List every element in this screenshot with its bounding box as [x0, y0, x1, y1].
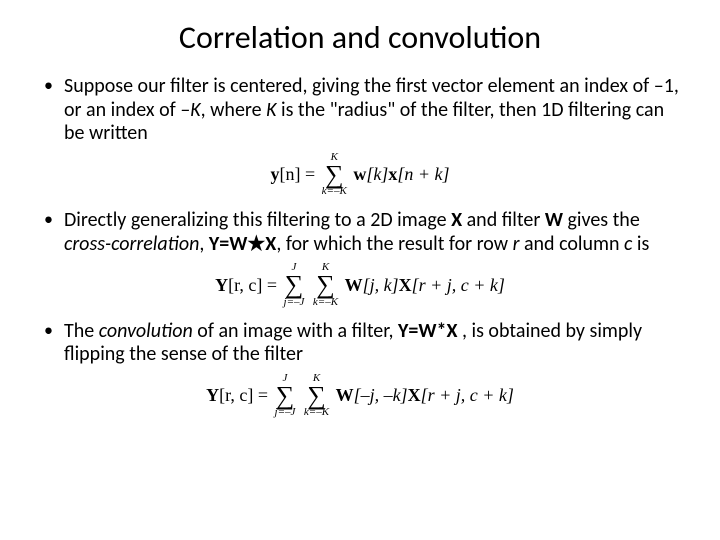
bullet-2: Directly generalizing this filtering to … [38, 209, 682, 256]
eq3-W: W [336, 385, 354, 405]
bullet-3: The convolution of an image with a filte… [38, 320, 682, 367]
eq1-lhs-idx: [n] = [280, 164, 316, 184]
b2-mid5: and column [519, 232, 624, 256]
bullet-1: Suppose our filter is centered, giving t… [38, 75, 682, 146]
b2-post: is [632, 232, 649, 256]
eq2-Y: Y [215, 275, 228, 295]
b1-text-pre: Suppose our filter is centered, giving t… [64, 74, 654, 98]
b1-negK: –K [180, 98, 200, 122]
sigma-icon: ∑ [313, 273, 338, 296]
eq1-w: w [353, 164, 366, 184]
eq2-W: W [345, 275, 363, 295]
b1-mid2: , where [201, 98, 266, 122]
eq3-sum2: K ∑ k=–K [304, 373, 329, 418]
sigma-icon: ∑ [275, 384, 296, 407]
b1-K: K [266, 98, 276, 122]
eq1-w-idx: [k] [366, 164, 388, 184]
b2-X: X [451, 208, 462, 232]
eq2-lhs-idx: [r, c] = [228, 275, 277, 295]
b3-pre: The [64, 319, 99, 343]
eq1-x-idx: [n + k] [397, 164, 449, 184]
b1-neg1: –1 [654, 74, 674, 98]
eq3-W-idx: [–j, –k] [354, 385, 408, 405]
eq2-sum2-bot: k=–K [313, 297, 338, 308]
eq2-X-idx: [r + j, c + k] [412, 275, 505, 295]
eq2-sum2: K ∑ k=–K [313, 262, 338, 307]
eq2-sum1-bot: j=–J [284, 297, 305, 308]
equation-1: y[n] = K ∑ k=–K w[k]x[n + k] [38, 152, 682, 197]
eq1-x: x [388, 164, 397, 184]
eq1-sum-bot: k=–K [322, 186, 347, 197]
b2-eq: Y=W★X [209, 232, 276, 256]
b3-conv: convolution [99, 319, 193, 343]
eq3-sum1: J ∑ j=–J [275, 373, 296, 418]
b2-mid1: and filter [462, 208, 545, 232]
b2-cc: cross-correlation [64, 232, 199, 256]
b2-W: W [545, 208, 563, 232]
eq3-sum2-bot: k=–K [304, 407, 329, 418]
slide-title: Correlation and convolution [38, 18, 682, 57]
b2-mid4: , for which the result for row [276, 232, 512, 256]
eq1-y: y [271, 164, 280, 184]
b3-eq: Y=W*X [398, 319, 457, 343]
eq3-X-idx: [r + j, c + k] [421, 385, 514, 405]
eq1-sum: K ∑ k=–K [322, 152, 347, 197]
bullet-list: Suppose our filter is centered, giving t… [38, 75, 682, 418]
b2-pre: Directly generalizing this filtering to … [64, 208, 451, 232]
sigma-icon: ∑ [304, 384, 329, 407]
eq3-sum1-bot: j=–J [275, 407, 296, 418]
equation-3: Y[r, c] = J ∑ j=–J K ∑ k=–K W[–j, –k]X[r… [38, 373, 682, 418]
eq3-Y: Y [206, 385, 219, 405]
eq2-W-idx: [j, k] [363, 275, 399, 295]
eq2-sum1: J ∑ j=–J [284, 262, 305, 307]
sigma-icon: ∑ [284, 273, 305, 296]
eq3-X: X [408, 385, 421, 405]
b3-mid1: of an image with a filter, [193, 319, 398, 343]
eq3-lhs-idx: [r, c] = [219, 385, 268, 405]
sigma-icon: ∑ [322, 163, 347, 186]
equation-2: Y[r, c] = J ∑ j=–J K ∑ k=–K W[j, k]X[r +… [38, 262, 682, 307]
b2-mid2: gives the [563, 208, 640, 232]
eq2-X: X [399, 275, 412, 295]
b2-mid3: , [199, 232, 209, 256]
